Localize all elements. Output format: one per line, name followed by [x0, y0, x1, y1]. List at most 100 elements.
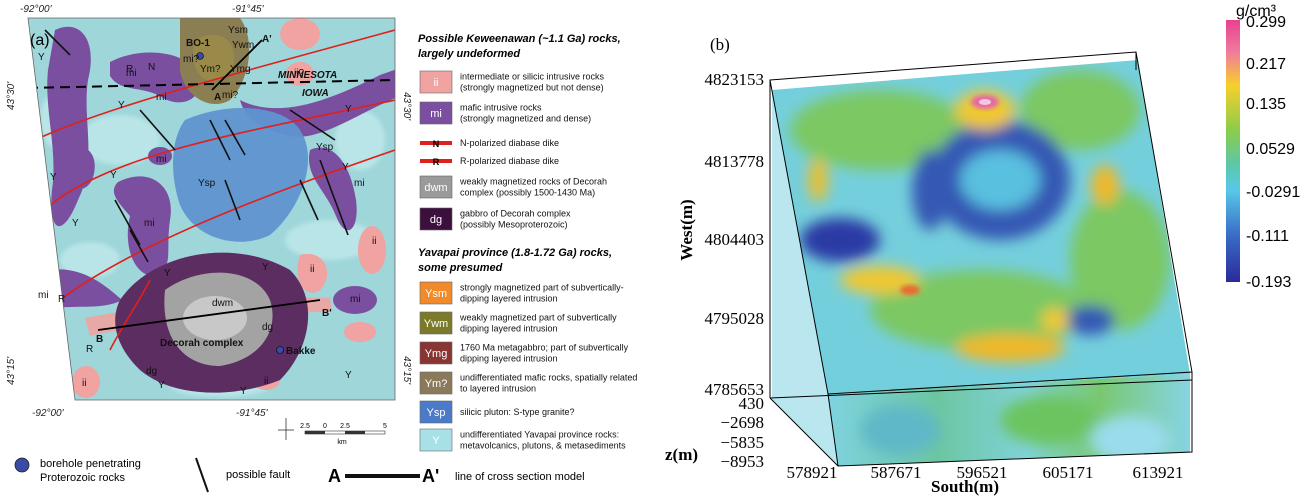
coord-label: 43°15'	[6, 356, 17, 385]
legend-text: silicic pluton: S-type granite?	[460, 407, 575, 417]
map-label: R	[58, 294, 65, 305]
map-label: Ysp	[316, 142, 334, 153]
map-label: Y	[345, 370, 352, 381]
top-anomaly-shape-shape	[800, 218, 880, 262]
legend-text: gabbro of Decorah complex	[460, 209, 571, 219]
borehole-symbol	[15, 458, 29, 472]
legend-code: R	[433, 157, 440, 167]
legend-text: strongly magnetized part of subverticall…	[460, 283, 624, 293]
legend-heading: Yavapai province (1.8-1.72 Ga) rocks,	[418, 247, 612, 259]
fault-symbol	[196, 458, 208, 492]
legend-text: Proterozoic rocks	[40, 472, 125, 484]
legend-code: mi	[430, 108, 442, 120]
map-label: N	[148, 62, 155, 73]
legend-text: weakly magnetized rocks of Decorah	[459, 177, 607, 187]
coord-label: -91°45'	[232, 4, 265, 15]
legend-text: weakly magnetized part of subvertically	[459, 313, 617, 323]
legend-code: dg	[430, 214, 442, 226]
legend-text: complex (possibly 1500-1430 Ma)	[460, 188, 595, 198]
x-tick-label: 605171	[1043, 463, 1094, 482]
colorbar-tick-label: -0.193	[1246, 274, 1291, 291]
colorbar-tick-label: 0.0529	[1246, 141, 1295, 158]
scale-label: 2.5	[300, 423, 310, 430]
legend-text: N-polarized diabase dike	[460, 138, 559, 148]
coord-label: 43°30'	[401, 92, 412, 121]
scale-unit: km	[337, 439, 347, 446]
legend-text: dipping layered intrusion	[460, 354, 558, 364]
map-label: mi	[144, 218, 155, 229]
map-label: Y	[158, 380, 165, 391]
map-label: B'	[322, 308, 332, 319]
figure: BO-1YsmYwmYmgYm?AA'MINNESOTAIOWAii?YYmim…	[0, 0, 1309, 497]
colorbar-tick-label: 0.135	[1246, 96, 1286, 113]
legend-text: to layered intrusion	[460, 384, 536, 394]
bottom-legend: borehole penetrating Proterozoic rocks p…	[15, 458, 585, 492]
map-label: Ywm	[232, 40, 254, 51]
panel-label: (a)	[30, 32, 50, 49]
front-anomaly-shape	[860, 405, 940, 455]
map-label: Y	[345, 104, 352, 115]
map-label: Y	[72, 218, 79, 229]
coord-label: -92°00'	[32, 408, 65, 419]
legend-heading: Possible Keweenawan (~1.1 Ga) rocks,	[418, 33, 621, 45]
colorbar-tick-label: 0.217	[1246, 56, 1286, 73]
map-label: Ym?	[200, 64, 221, 75]
top-anomaly-shape-shape	[1041, 308, 1069, 332]
x-tick-label: 587671	[871, 463, 922, 482]
map-label: Y	[118, 100, 125, 111]
legend-text: undifferentiated Yavapai province rocks:	[460, 430, 619, 440]
z-tick-label: −5835	[720, 433, 764, 452]
legend-text: R-polarized diabase dike	[460, 156, 559, 166]
map-label: mi	[350, 294, 361, 305]
z-tick-label: −2698	[720, 413, 764, 432]
z-tick-label: 430	[739, 394, 765, 413]
top-anomaly-shape-shape	[1065, 305, 1115, 335]
front-anomaly-shape	[1090, 415, 1170, 465]
map-label: IOWA	[302, 88, 329, 99]
front-anomaly-shape	[1000, 395, 1100, 445]
intermediate-intrusive-shape	[22, 220, 46, 256]
legend-code: Ysp	[427, 407, 446, 419]
legend-text: possible fault	[226, 469, 290, 481]
map-label: R	[86, 344, 93, 355]
legend-text: intermediate or silicic intrusive rocks	[460, 72, 605, 82]
legend-text: undifferentiated mafic rocks, spatially …	[460, 373, 637, 383]
top-anomaly-shape-shape	[808, 158, 828, 202]
colorbar	[1226, 20, 1240, 282]
y-tick-label: 4823153	[705, 70, 765, 89]
legend-code: Ysm	[425, 288, 447, 300]
map-label: ii	[372, 236, 376, 247]
page: Figure html, body { margin: 0; padding: …	[0, 0, 1309, 497]
legend-text: A	[328, 466, 341, 486]
axis-label: z(m)	[665, 445, 698, 464]
coord-label: 43°30'	[6, 81, 17, 110]
intermediate-intrusive-shape	[280, 18, 320, 50]
map-label: B	[96, 334, 103, 345]
map-label: mi	[156, 154, 167, 165]
map-label: A	[214, 92, 221, 103]
map-label: ii	[310, 264, 314, 275]
legend-code: N	[433, 139, 440, 149]
z-tick-label: −8953	[720, 452, 764, 471]
legend-code: Ywm	[424, 318, 448, 330]
map-label: mi	[354, 178, 365, 189]
legend-text: (strongly magnetized and dense)	[460, 114, 591, 124]
legend-heading: largely undeformed	[418, 48, 520, 60]
top-anomaly-shape-shape	[912, 150, 948, 230]
legend-heading: some presumed	[418, 262, 503, 274]
legend-text: line of cross section model	[455, 471, 585, 483]
legend-code: Ym?	[425, 378, 448, 390]
density-model	[770, 52, 1192, 466]
legend-text: dipping layered intrusion	[460, 324, 558, 334]
legend-code: Y	[432, 435, 440, 447]
top-anomaly-shape-shape	[960, 150, 1040, 210]
map-label: A'	[262, 34, 272, 45]
y-tick-label: 4813778	[705, 152, 765, 171]
page-body: { "panel_a": { "label": "(a)", "coords":…	[0, 0, 1309, 497]
scale-bar-rect	[345, 431, 365, 434]
map-label: ii	[264, 376, 268, 387]
scale-label: 5	[383, 423, 387, 430]
map-label: mi	[38, 290, 49, 301]
map-label: Ysm	[228, 25, 248, 36]
legend: Possible Keweenawan (~1.1 Ga) rocks, lar…	[418, 33, 637, 451]
